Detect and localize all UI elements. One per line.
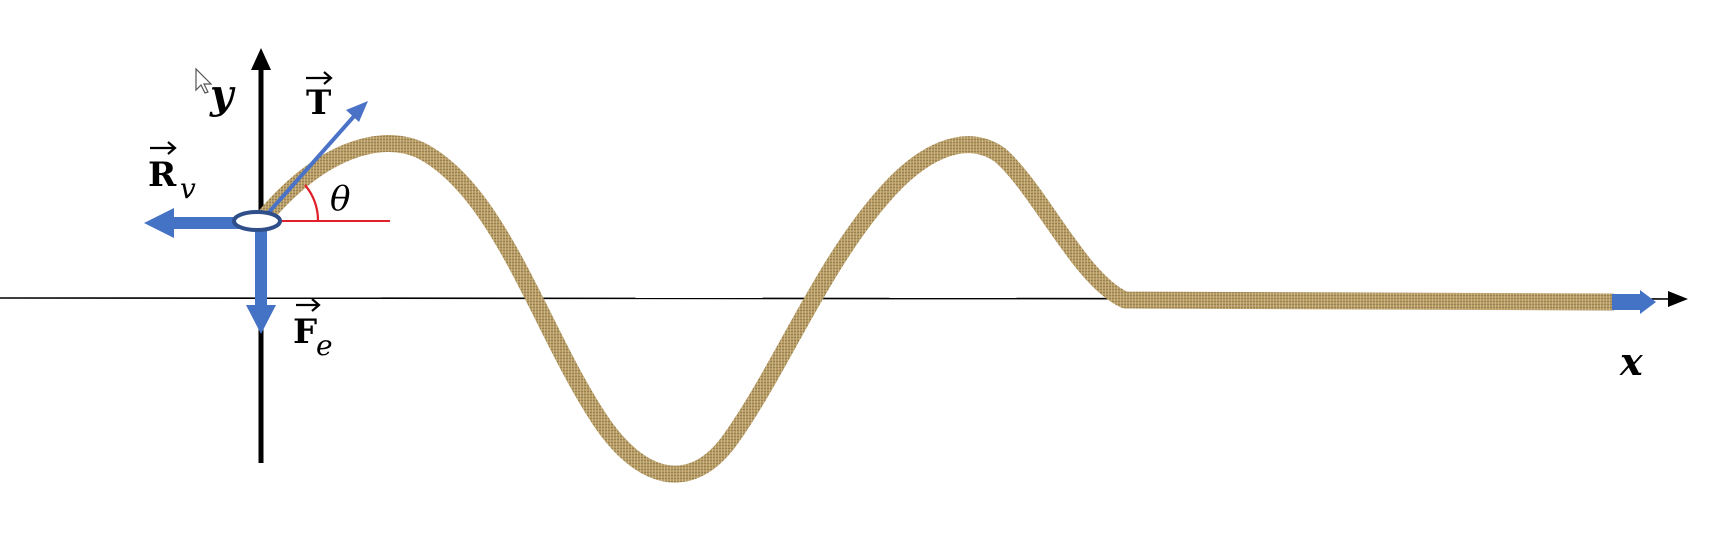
y-axis-label: y xyxy=(209,71,236,118)
reaction-label: R v xyxy=(148,141,196,205)
angle-label: θ xyxy=(330,179,350,219)
weight-vector-arrow-icon xyxy=(296,298,321,312)
svg-text:F: F xyxy=(293,312,317,352)
svg-text:v: v xyxy=(180,172,196,205)
tension-arrow xyxy=(260,112,358,222)
weight-arrow xyxy=(246,222,276,334)
svg-text:e: e xyxy=(316,329,333,362)
reaction-arrow xyxy=(144,208,258,238)
y-axis-arrowhead xyxy=(251,48,271,70)
angle-arc xyxy=(304,184,320,222)
reaction-vector-arrow-icon xyxy=(150,141,177,155)
tension-vector-arrow-icon xyxy=(306,71,333,85)
tension-label: T xyxy=(306,71,333,123)
svg-text:R: R xyxy=(148,155,177,195)
cursor-pointer-icon xyxy=(195,67,213,94)
tension-arrowhead xyxy=(346,101,368,122)
weight-label: F e xyxy=(293,298,333,362)
x-axis-label: x xyxy=(1619,339,1644,384)
svg-text:T: T xyxy=(306,83,331,123)
rope xyxy=(253,135,1621,483)
ring xyxy=(232,210,282,232)
x-axis-arrowhead xyxy=(1668,291,1688,307)
rope-end-arrow xyxy=(1612,290,1656,314)
